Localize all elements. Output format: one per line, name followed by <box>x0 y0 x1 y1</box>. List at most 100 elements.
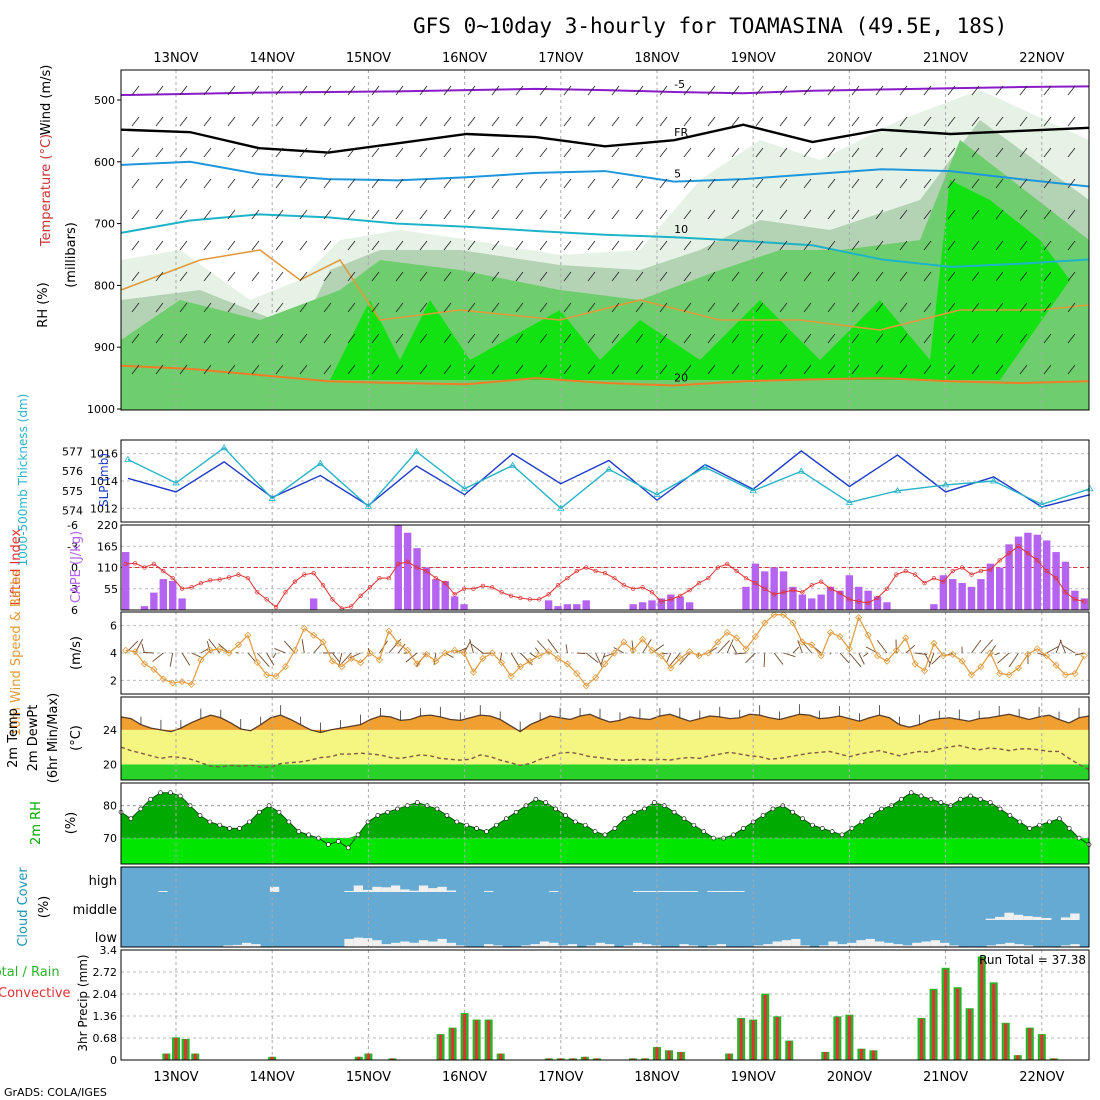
cape-bar <box>864 590 872 610</box>
upper-wind-barb <box>563 302 572 313</box>
lifted-index-marker <box>396 561 401 567</box>
precip-panel: 0 0.68 1.36 2.04 2.72 3.4 Run Total = 37.38 Tot… <box>0 944 1089 1067</box>
precip-convective-bar <box>193 1053 197 1060</box>
cape-bar <box>949 579 957 610</box>
rh2m-marker <box>138 806 144 812</box>
rh2m-tick-label: 80 <box>103 800 117 813</box>
upper-wind-barb <box>947 178 956 189</box>
rh2m-marker <box>573 819 578 825</box>
upper-wind-barb <box>587 240 596 251</box>
lifted-index-marker <box>725 561 730 567</box>
wind10-speed-marker <box>272 672 280 680</box>
upper-wind-barb <box>1019 364 1028 375</box>
upper-wind-barb <box>899 271 908 282</box>
upper-wind-barb <box>131 85 140 96</box>
lifted-index-marker <box>320 583 326 588</box>
cape-bar <box>432 579 440 610</box>
upper-wind-barb <box>779 85 788 96</box>
rh2m-panel: 70 80 2m RH (%) <box>29 783 1092 864</box>
lifted-index-marker <box>443 580 448 586</box>
upper-wind-barb <box>347 147 356 158</box>
upper-wind-barb <box>419 116 428 127</box>
precip-convective-bar <box>667 1050 671 1060</box>
thickness-axis-label: 1000-500mb Thickness (dm) <box>16 394 30 567</box>
cape-bar <box>638 602 647 610</box>
upper-wind-barb <box>347 302 356 313</box>
cape-bar <box>770 567 778 610</box>
wind-axis-label: Wind (m/s) <box>39 65 54 136</box>
upper-wind-barb <box>1019 147 1028 158</box>
lifted-index-marker <box>668 597 673 602</box>
wind10-speed-marker <box>206 646 214 654</box>
cloud-bar-low <box>847 942 857 948</box>
wind10-barb <box>1059 639 1066 654</box>
wind10-barb <box>272 652 277 659</box>
cloud-bar-low <box>781 940 792 948</box>
wind10-speed-marker <box>563 660 571 668</box>
upper-wind-barb <box>563 209 572 220</box>
lifted-index-marker <box>631 586 636 591</box>
upper-wind-barb <box>803 364 812 375</box>
wind10-barb <box>734 652 747 655</box>
upper-wind-barb <box>155 364 164 375</box>
upper-wind-barb <box>587 302 596 313</box>
thickness-marker <box>701 463 709 470</box>
upper-wind-barb <box>1019 302 1028 313</box>
wind10-barb <box>839 652 850 664</box>
lifted-index-marker <box>649 590 655 595</box>
wind10-speed-marker <box>347 654 355 663</box>
millibars-axis-label: (millibars) <box>64 222 79 288</box>
lifted-index-marker <box>790 588 796 593</box>
upper-wind-barb <box>371 271 380 282</box>
upper-wind-barb <box>611 147 620 158</box>
cloud-bar-low <box>1070 944 1080 948</box>
wind10-speed-marker <box>639 635 647 643</box>
lifted-index-marker <box>865 600 871 606</box>
upper-wind-barb <box>611 209 620 220</box>
rh2m-marker <box>513 809 519 815</box>
t2m-axis-label: 2m Temp <box>6 708 21 768</box>
cloud-unit-label: (%) <box>37 896 52 919</box>
upper-wind-barb <box>155 209 164 220</box>
lifted-index-marker <box>894 572 899 577</box>
thickness-marker <box>1086 485 1094 492</box>
upper-wind-barb <box>155 85 164 96</box>
precip-convective-bar <box>968 1009 972 1060</box>
cloud-bar-low <box>372 940 382 948</box>
wind10-speed-marker <box>1043 652 1051 660</box>
upper-wind-barb <box>491 116 500 127</box>
wind10-speed-marker <box>826 628 835 637</box>
day-label-bottom: 13NOV <box>153 1070 198 1085</box>
wind10-barb <box>971 639 982 654</box>
cape-bar <box>883 602 891 610</box>
upper-wind-barb <box>779 271 788 282</box>
cape-bar <box>413 548 421 610</box>
upper-wind-barb <box>587 85 596 96</box>
precip-convective-bar <box>835 1017 839 1060</box>
day-label-top: 18NOV <box>634 51 679 66</box>
upper-wind-barb <box>419 333 428 344</box>
lifted-index-marker <box>151 561 157 567</box>
wind10-speed-marker <box>920 667 929 675</box>
upper-wind-barb <box>347 364 356 375</box>
cloud-bar-high <box>642 890 652 892</box>
upper-wind-barb <box>947 271 956 282</box>
wind10-speed-marker <box>573 669 581 678</box>
isotherm-5 <box>120 160 1090 188</box>
cloud-frame <box>120 866 1090 948</box>
upper-wind-barb <box>611 364 620 375</box>
cloud-bar-low <box>390 942 401 948</box>
upper-wind-barb <box>755 147 764 158</box>
upper-wind-barb <box>587 147 596 158</box>
wind10-barb <box>454 647 467 654</box>
cloud-bar-low <box>539 941 550 948</box>
upper-wind-barb <box>539 302 548 313</box>
lifted-index-marker <box>236 572 241 577</box>
wind10-speed-marker <box>1071 669 1079 678</box>
lifted-index-marker <box>245 575 251 581</box>
rh2m-marker <box>859 819 865 825</box>
upper-wind-barb <box>395 271 404 282</box>
lifted-index-marker <box>330 597 335 602</box>
lifted-index-marker <box>461 586 467 591</box>
upper-wind-barb <box>275 333 284 344</box>
